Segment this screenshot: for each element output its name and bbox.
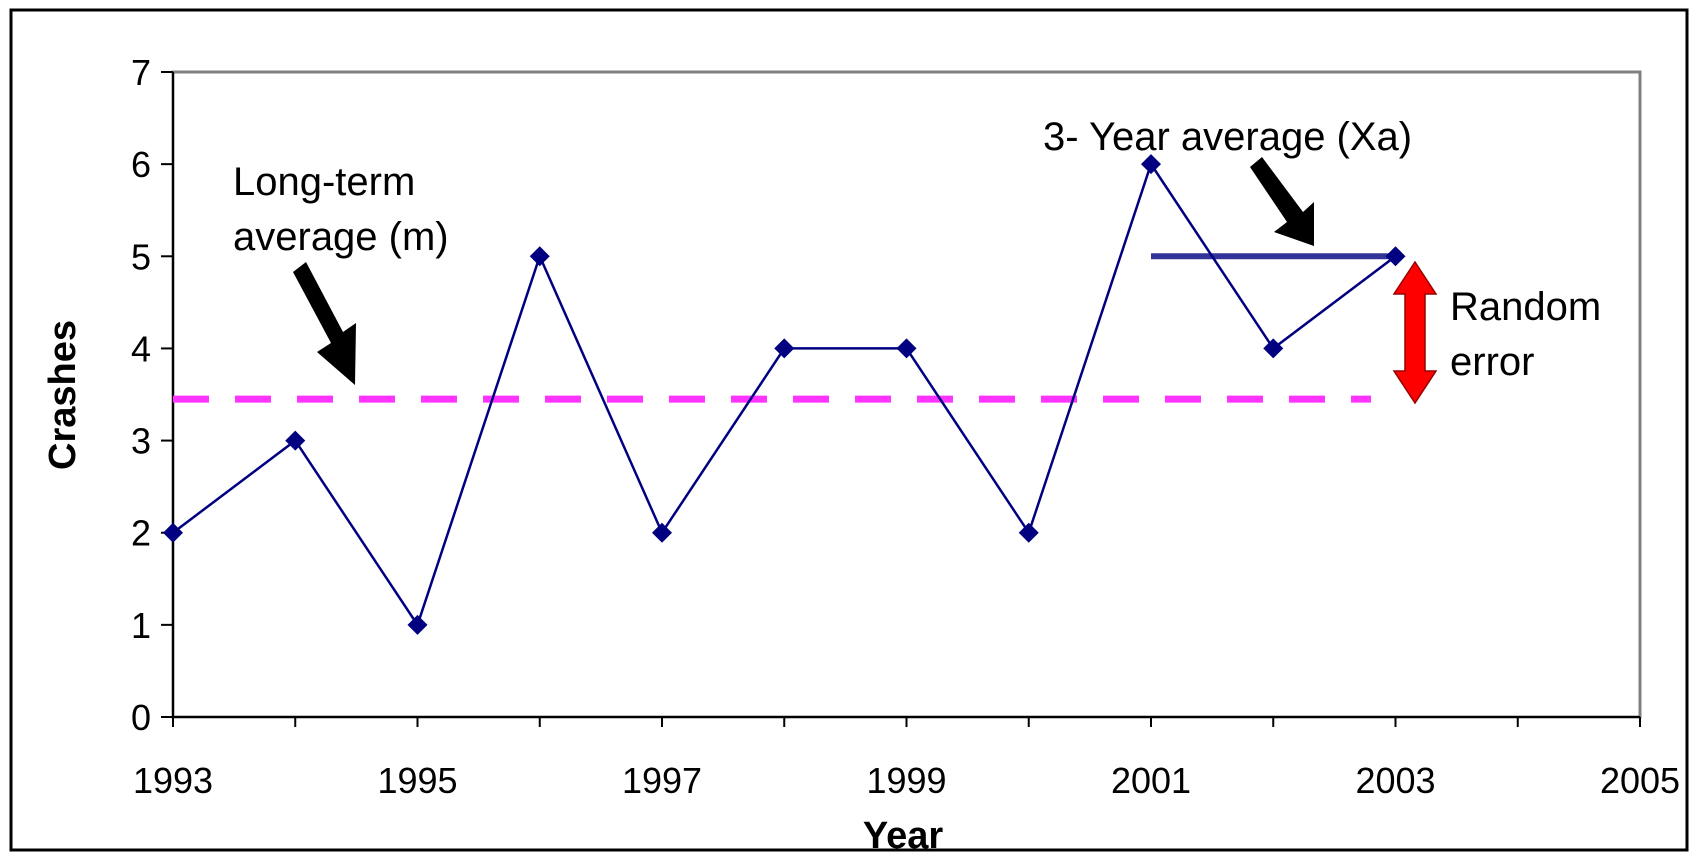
series-group bbox=[163, 154, 1406, 635]
data-point bbox=[529, 246, 550, 267]
y-tick-label: 6 bbox=[131, 144, 151, 185]
plot-area bbox=[171, 70, 1642, 719]
x-tick-label: 1993 bbox=[133, 760, 213, 801]
data-point bbox=[407, 614, 428, 635]
long-term-pointer-arrow bbox=[293, 262, 356, 385]
y-tick-label: 3 bbox=[131, 421, 151, 462]
y-tick-label: 4 bbox=[131, 328, 151, 369]
y-tick-label: 2 bbox=[131, 513, 151, 554]
x-tick-label: 1999 bbox=[866, 760, 946, 801]
data-point bbox=[285, 430, 306, 451]
three-year-pointer-arrow bbox=[1250, 157, 1314, 246]
data-point bbox=[774, 338, 795, 359]
random-error-arrow bbox=[1392, 260, 1438, 405]
y-tick-label: 5 bbox=[131, 236, 151, 277]
y-tick-label: 1 bbox=[131, 605, 151, 646]
annotation-random-error-line1: Random bbox=[1450, 285, 1601, 329]
x-ticks: 1993 1995 1997 1999 2001 2003 2005 bbox=[133, 717, 1680, 801]
x-tick-label: 2001 bbox=[1111, 760, 1191, 801]
y-ticks: 0 1 2 3 4 5 6 7 bbox=[131, 52, 173, 738]
reference-lines bbox=[173, 253, 1396, 403]
x-tick-label: 2003 bbox=[1355, 760, 1435, 801]
data-point bbox=[1141, 154, 1161, 175]
x-tick-label: 2005 bbox=[1600, 760, 1680, 801]
annotation-long-term-line1: Long-term bbox=[233, 160, 415, 204]
data-point bbox=[1263, 338, 1284, 359]
x-axis-title: Year bbox=[863, 815, 944, 857]
y-tick-label: 7 bbox=[131, 52, 151, 93]
annotation-random-error-line2: error bbox=[1450, 340, 1534, 384]
data-point bbox=[896, 338, 917, 359]
x-tick-label: 1995 bbox=[377, 760, 457, 801]
annotation-long-term-line2: average (m) bbox=[233, 215, 449, 259]
data-point bbox=[163, 522, 183, 543]
y-tick-label: 0 bbox=[131, 697, 151, 738]
y-axis-title: Crashes bbox=[42, 320, 84, 470]
data-point bbox=[1385, 246, 1406, 267]
data-point bbox=[652, 522, 672, 543]
data-point bbox=[1018, 522, 1039, 543]
x-tick-label: 1997 bbox=[622, 760, 702, 801]
annotation-three-year: 3- Year average (Xa) bbox=[1043, 115, 1412, 159]
